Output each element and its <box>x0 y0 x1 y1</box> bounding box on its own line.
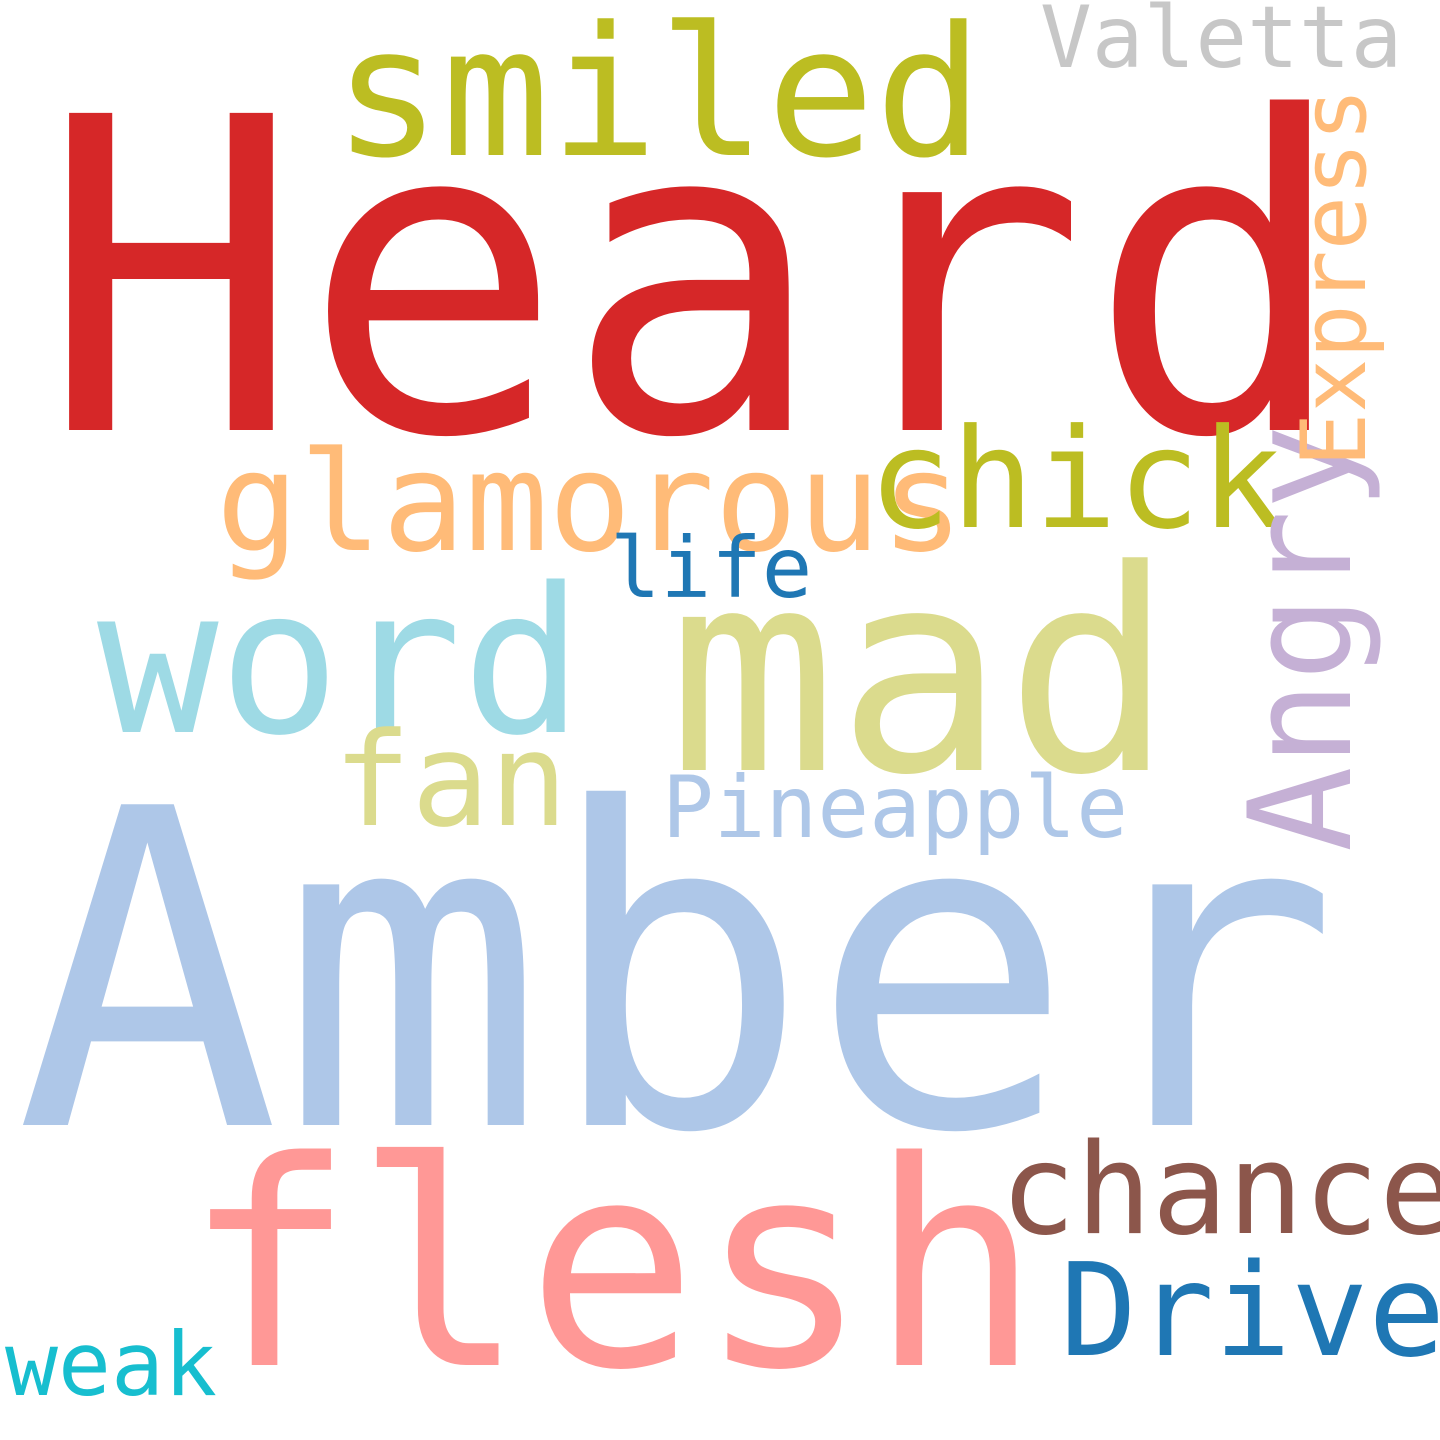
word-glamorous: glamorous <box>216 422 964 583</box>
word-mad: mad <box>668 511 1174 837</box>
word-chance: chance <box>1000 1116 1440 1263</box>
word-flesh: flesh <box>183 1101 1041 1433</box>
word-chick: chick <box>868 399 1283 560</box>
word-fan: fan <box>333 704 568 856</box>
word-valetta: Valetta <box>1040 0 1402 88</box>
word-drive: Drive <box>1060 1237 1440 1386</box>
word-weak: weak <box>5 1313 217 1416</box>
word-express: Express <box>1282 88 1387 467</box>
word-amber: Amber <box>15 717 1340 1229</box>
word-pineapple: Pineapple <box>662 758 1128 858</box>
word-smiled: smiled <box>333 0 983 198</box>
word-angry: Angry <box>1219 425 1384 852</box>
word-life: life <box>610 519 812 617</box>
word-heard: Heard <box>40 26 1349 533</box>
word-word: word <box>97 544 583 780</box>
